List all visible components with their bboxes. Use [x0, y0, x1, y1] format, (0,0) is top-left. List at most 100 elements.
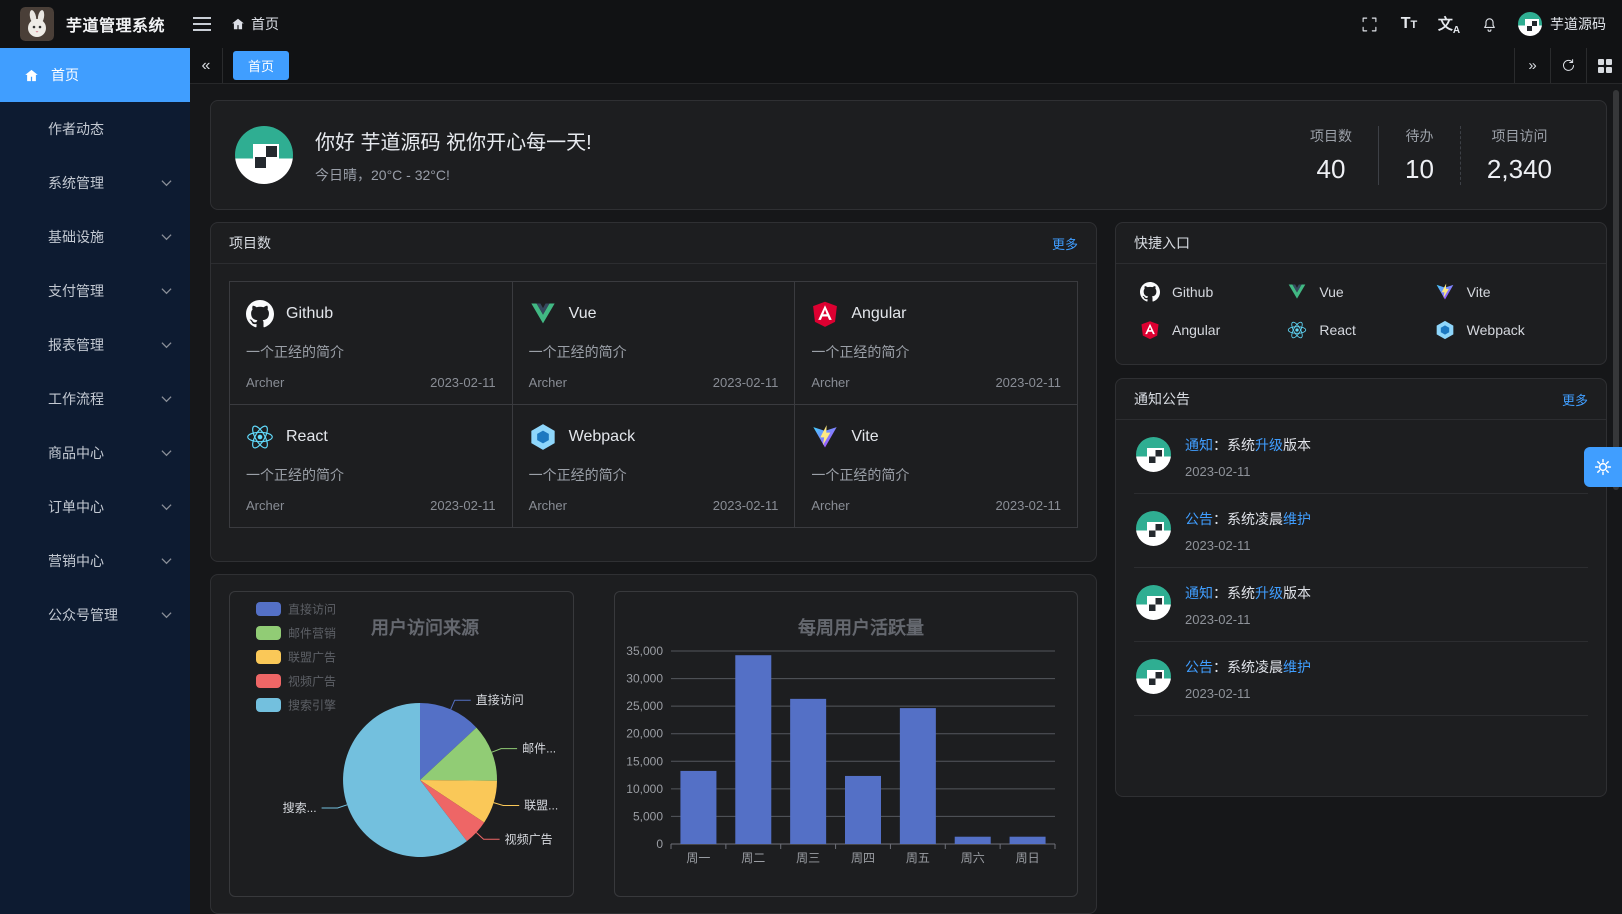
sidebar-item-infra[interactable]: 基础设施	[0, 210, 190, 264]
chevron-down-icon	[161, 612, 172, 619]
stats-row: 项目数 40 待办 10 项目访问 2,340	[1284, 125, 1578, 185]
app-logo	[20, 7, 54, 41]
angular-icon	[813, 301, 838, 327]
svg-text:20,000: 20,000	[626, 727, 663, 741]
fullscreen-button[interactable]	[1352, 7, 1386, 41]
shortcut-webpack[interactable]: Webpack	[1435, 320, 1582, 340]
tab-home[interactable]: 首页	[233, 51, 290, 80]
shortcuts-panel-title: 快捷入口	[1134, 235, 1190, 251]
notices-panel: 通知公告 更多 通知：系统升级版本 2023-02-11	[1115, 378, 1607, 797]
vite-icon	[813, 425, 837, 448]
shortcut-github[interactable]: Github	[1140, 282, 1287, 302]
svg-text:10,000: 10,000	[626, 782, 663, 796]
bell-icon	[1483, 17, 1495, 32]
shortcut-angular[interactable]: Angular	[1140, 320, 1287, 340]
project-date: 2023-02-11	[430, 375, 496, 390]
sidebar-item-product[interactable]: 商品中心	[0, 426, 190, 480]
svg-text:15,000: 15,000	[626, 754, 663, 768]
sidebar-item-marketing[interactable]: 营销中心	[0, 534, 190, 588]
project-card-angular[interactable]: Angular 一个正经的简介 Archer 2023-02-11	[795, 282, 1077, 404]
notice-item[interactable]: 通知：系统升级版本 2023-02-11	[1134, 568, 1588, 642]
notice-item[interactable]: 公告：系统凌晨维护 2023-02-11	[1134, 642, 1588, 716]
language-icon: 文A	[1437, 15, 1461, 36]
project-card-react[interactable]: React 一个正经的简介 Archer 2023-02-11	[230, 405, 512, 527]
svg-text:每周用户活跃量: 每周用户活跃量	[798, 617, 924, 638]
sidebar-item-wechat[interactable]: 公众号管理	[0, 588, 190, 642]
sidebar-nav: 首页 作者动态 系统管理 基础设施 支付管理 报表管理 工作流程 商品中心 订单…	[0, 48, 190, 914]
greeting-card: 你好 芋道源码 祝你开心每一天! 今日晴，20°C - 32°C! 项目数 40…	[210, 100, 1607, 210]
svg-text:周一: 周一	[686, 851, 710, 865]
chevron-down-icon	[161, 234, 172, 241]
sidebar-item-order[interactable]: 订单中心	[0, 480, 190, 534]
notice-item[interactable]: 公告：系统凌晨维护 2023-02-11	[1134, 494, 1588, 568]
projects-panel-title: 项目数	[229, 235, 271, 251]
sidebar-item-report[interactable]: 报表管理	[0, 318, 190, 372]
project-author: Archer	[528, 375, 567, 390]
shortcut-react[interactable]: React	[1287, 320, 1434, 340]
project-author: Archer	[528, 498, 567, 513]
user-avatar	[1518, 12, 1542, 36]
shortcut-vite[interactable]: Vite	[1435, 282, 1582, 302]
rabbit-logo-icon	[20, 7, 54, 41]
theme-settings-button[interactable]	[1584, 447, 1622, 487]
breadcrumb[interactable]: 首页	[231, 14, 279, 34]
notices-panel-title: 通知公告	[1134, 391, 1190, 407]
sidebar-item-payment[interactable]: 支付管理	[0, 264, 190, 318]
notice-date: 2023-02-11	[1185, 612, 1251, 627]
notices-more-link[interactable]: 更多	[1561, 392, 1588, 408]
svg-text:视频广告: 视频广告	[505, 831, 553, 846]
header-actions: TT 文A 芋道源码	[1352, 7, 1606, 41]
shortcuts-grid: Github Vue Vite	[1116, 264, 1606, 358]
refresh-icon	[1563, 59, 1574, 71]
user-name: 芋道源码	[1550, 16, 1606, 32]
tabs-expand-button[interactable]: »	[1514, 48, 1550, 83]
svg-text:邮件...: 邮件...	[522, 742, 556, 756]
sidebar-item-workflow[interactable]: 工作流程	[0, 372, 190, 426]
sidebar-item-author-news[interactable]: 作者动态	[48, 121, 104, 137]
user-menu[interactable]: 芋道源码	[1518, 12, 1606, 36]
notification-button[interactable]	[1472, 7, 1506, 41]
svg-text:周日: 周日	[1016, 851, 1040, 865]
notice-avatar	[1136, 659, 1171, 694]
greeting-avatar	[235, 126, 293, 184]
projects-more-link[interactable]: 更多	[1051, 236, 1078, 252]
svg-text:搜索引擎: 搜索引擎	[288, 698, 336, 713]
project-card-github[interactable]: Github 一个正经的简介 Archer 2023-02-11	[230, 282, 512, 404]
shortcuts-panel: 快捷入口 Github Vue	[1115, 222, 1607, 365]
shortcut-vue[interactable]: Vue	[1287, 282, 1434, 302]
svg-text:周二: 周二	[741, 851, 765, 865]
svg-text:30,000: 30,000	[626, 672, 663, 686]
tabs-collapse-button[interactable]: «	[190, 48, 223, 83]
notice-item[interactable]: 通知：系统升级版本 2023-02-11	[1134, 420, 1588, 494]
bar-chart[interactable]: 每周用户活跃量 0 5,000 10,000 15,000 20,000 25,000 30,…	[615, 592, 1077, 896]
project-author: Archer	[811, 498, 850, 513]
language-button[interactable]: 文A	[1432, 7, 1466, 41]
project-card-vite[interactable]: Vite 一个正经的简介 Archer 2023-02-11	[795, 405, 1077, 527]
sidebar-item-system[interactable]: 系统管理	[0, 156, 190, 210]
notice-date: 2023-02-11	[1185, 686, 1251, 701]
project-card-webpack[interactable]: Webpack 一个正经的简介 Archer 2023-02-11	[512, 405, 795, 527]
project-author: Archer	[246, 498, 285, 513]
project-card-vue[interactable]: Vue 一个正经的简介 Archer 2023-02-11	[512, 282, 795, 404]
react-icon	[247, 425, 273, 449]
project-date: 2023-02-11	[995, 498, 1061, 513]
sidebar-toggle-button[interactable]	[187, 9, 217, 39]
chevron-down-icon	[161, 180, 172, 187]
react-icon	[1288, 321, 1307, 339]
font-size-button[interactable]: TT	[1392, 7, 1426, 41]
tabs-menu-button[interactable]	[1586, 48, 1622, 83]
sidebar-item-home[interactable]: 首页	[0, 48, 190, 102]
refresh-button[interactable]	[1550, 48, 1586, 83]
project-date: 2023-02-11	[712, 375, 779, 390]
svg-text:用户访问来源: 用户访问来源	[371, 617, 479, 638]
vertical-scrollbar[interactable]	[1613, 90, 1619, 490]
project-author: Archer	[811, 375, 850, 390]
chevron-down-icon	[161, 504, 172, 511]
svg-text:搜索...: 搜索...	[283, 800, 317, 815]
svg-text:直接访问: 直接访问	[476, 692, 524, 707]
chevron-down-icon	[161, 288, 172, 295]
svg-text:直接访问: 直接访问	[288, 602, 336, 617]
home-icon	[232, 18, 244, 30]
